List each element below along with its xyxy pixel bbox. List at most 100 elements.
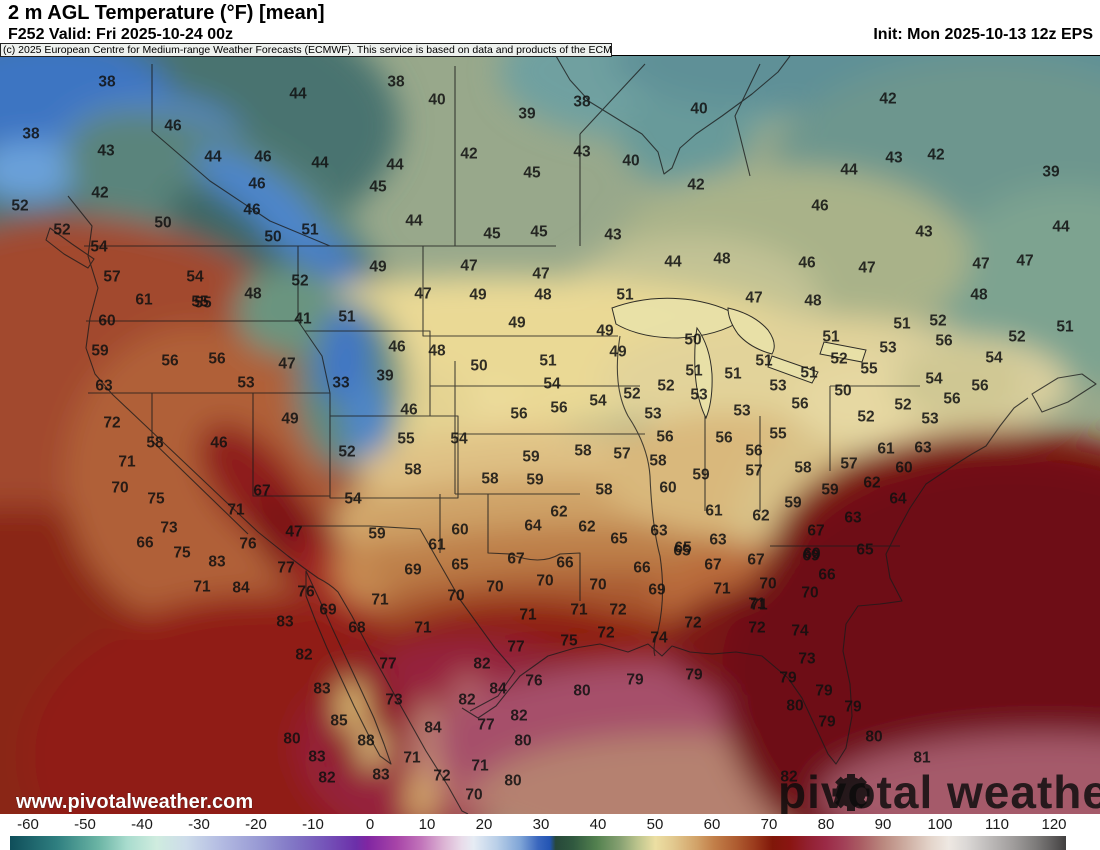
temp-value-label: 82 — [458, 692, 475, 709]
mississippi-river — [616, 335, 664, 657]
map-borders — [45, 56, 1097, 814]
colorbar-tick: -50 — [74, 816, 96, 833]
temp-value-label: 70 — [759, 576, 776, 593]
temp-value-label: 80 — [786, 698, 803, 715]
temp-value-label: 58 — [794, 460, 812, 477]
temp-value-label: 45 — [483, 226, 501, 243]
forecast-valid-label: F252 Valid: Fri 2025-10-24 00z — [8, 26, 234, 43]
weather-map[interactable]: 38 44 38 38 46 40 38 39 40 42 43 44 46 44 44 42 43 40 45 45… — [0, 55, 1100, 815]
colorbar-tick: -30 — [188, 816, 210, 833]
temp-value-label: 70 — [447, 588, 464, 605]
colorbar-tick-labels: -60 -50 -40 -30 -20 -10 0 10 20 30 40 50 60 70 80 90 100… — [0, 814, 1100, 834]
temp-value-label: 44 — [289, 86, 307, 103]
temp-value-label: 52 — [1008, 329, 1025, 346]
id-border — [297, 246, 331, 394]
temp-value-label: 70 — [536, 573, 553, 590]
temp-value-label: 50 — [470, 358, 487, 375]
ut-co-border — [329, 393, 459, 499]
temp-value-label: 79 — [685, 667, 703, 684]
temp-value-label: 56 — [510, 406, 528, 423]
temp-value-label: 43 — [604, 227, 622, 244]
temp-value-label: 42 — [687, 177, 704, 194]
temp-value-label: 56 — [935, 333, 953, 350]
temp-value-label: 38 — [573, 94, 591, 111]
temp-value-label: 79 — [779, 670, 797, 687]
nv-ut-az-border — [252, 393, 330, 497]
temp-value-label: 33 — [332, 375, 350, 392]
temp-value-label: 51 — [338, 309, 356, 326]
temp-value-label: 83 — [276, 614, 294, 631]
temp-value-label: 46 — [248, 176, 266, 193]
temp-value-label: 59 — [692, 467, 710, 484]
temp-value-label: 56 — [550, 400, 568, 417]
temp-value-label: 71 — [414, 620, 432, 637]
temp-value-label: 52 — [657, 378, 674, 395]
ok-tx-border — [439, 494, 581, 601]
temp-value-label: 67 — [747, 552, 764, 569]
temp-value-label: 69 — [802, 548, 820, 565]
temp-value-label: 46 — [164, 118, 182, 135]
temp-value-label: 42 — [91, 185, 108, 202]
temp-value-label: 47 — [414, 286, 431, 303]
temp-value-label: 52 — [11, 198, 28, 215]
temp-value-label: 63 — [914, 440, 932, 457]
temp-value-label: 49 — [609, 344, 627, 361]
wy-border — [305, 330, 431, 416]
temp-value-label: 59 — [522, 449, 540, 466]
temp-value-label: 54 — [985, 350, 1003, 367]
temp-value-label: 80 — [865, 729, 882, 746]
temp-value-label: 74 — [650, 630, 668, 647]
temp-value-label: 52 — [338, 444, 355, 461]
temp-value-label: 56 — [745, 443, 763, 460]
temp-value-label: 42 — [460, 146, 477, 163]
colorbar-tick: -10 — [302, 816, 324, 833]
colorbar-tick: 60 — [703, 816, 721, 833]
colorbar-tick: 70 — [760, 816, 778, 833]
temp-value-label: 84 — [489, 681, 507, 698]
forecast-init-label: Init: Mon 2025-10-13 12z EPS — [873, 26, 1093, 43]
temp-value-label: 65 — [610, 531, 628, 548]
temp-value-label: 54 — [90, 239, 108, 256]
temp-value-label: 70 — [111, 480, 128, 497]
temp-value-label: 50 — [684, 332, 701, 349]
temp-value-label: 58 — [649, 453, 667, 470]
temp-value-label: 72 — [684, 615, 701, 632]
temp-value-label: 66 — [556, 555, 574, 572]
temp-value-label: 63 — [650, 523, 668, 540]
temp-value-label: 44 — [664, 254, 682, 271]
temp-value-label: 70 — [465, 787, 482, 804]
colorbar — [10, 836, 1066, 850]
temp-value-label: 76 — [525, 673, 543, 690]
temp-value-label: 80 — [504, 773, 521, 790]
mb-on-border — [579, 63, 646, 135]
temp-value-label: 61 — [877, 441, 895, 458]
temp-value-label: 54 — [186, 269, 204, 286]
colorbar-tick: 100 — [927, 816, 953, 833]
temp-value-label: 58 — [574, 443, 592, 460]
temp-value-label: 42 — [927, 147, 944, 164]
temp-value-label: 77 — [277, 560, 294, 577]
temp-value-label: 82 — [510, 708, 527, 725]
temp-value-label: 52 — [623, 386, 640, 403]
colorbar-tick: 80 — [817, 816, 835, 833]
temp-value-label: 43 — [915, 224, 933, 241]
temp-value-label: 57 — [745, 463, 762, 480]
temp-value-label: 47 — [972, 256, 989, 273]
temp-value-label: 57 — [103, 269, 120, 286]
temp-value-label: 62 — [550, 504, 567, 521]
temp-value-label: 79 — [818, 714, 836, 731]
temp-value-label: 73 — [160, 520, 178, 537]
temp-value-label: 40 — [622, 153, 639, 170]
temp-value-label: 56 — [791, 396, 809, 413]
temp-value-label: 72 — [433, 768, 450, 785]
temp-value-label: 64 — [524, 518, 542, 535]
temp-value-label: 48 — [534, 287, 552, 304]
temp-value-label: 52 — [894, 397, 911, 414]
temp-value-label: 77 — [379, 656, 396, 673]
temp-value-label: 72 — [597, 625, 614, 642]
temp-value-label: 67 — [807, 523, 824, 540]
colorbar-tick: 30 — [532, 816, 550, 833]
temp-value-label: 54 — [925, 371, 943, 388]
temperature-labels: 38 44 38 38 46 40 38 39 40 42 43 44 46 44 44 42 43 40 45 45… — [11, 74, 1074, 804]
temp-value-label: 51 — [755, 353, 773, 370]
